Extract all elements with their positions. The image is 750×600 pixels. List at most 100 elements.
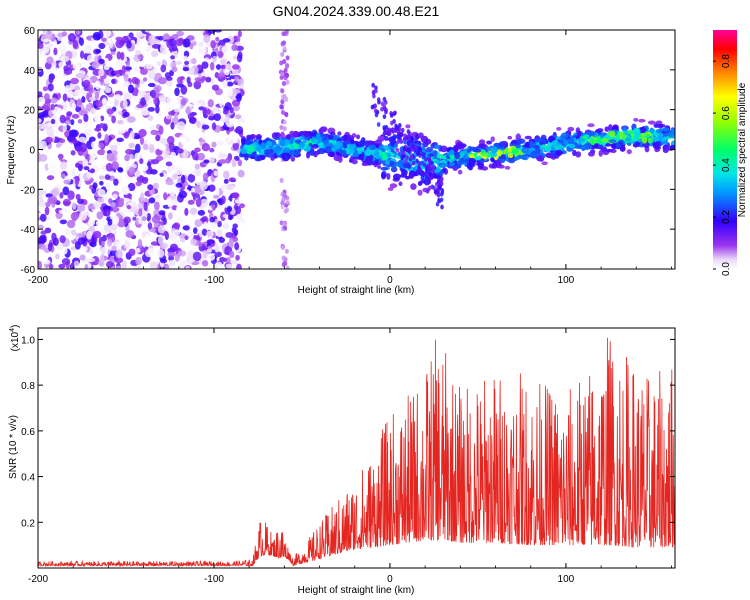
spectrogram-noise-cell bbox=[150, 129, 159, 136]
spectrogram-noise-cell bbox=[153, 221, 160, 228]
spectrogram-noise-cell bbox=[285, 79, 290, 85]
spectrogram-noise-cell bbox=[55, 253, 60, 260]
spectrogram-noise-cell bbox=[144, 30, 154, 33]
spectrogram-noise-cell bbox=[199, 180, 208, 190]
spectrogram-noise-cell bbox=[41, 34, 47, 40]
spectrogram-noise-cell bbox=[211, 204, 216, 210]
spectrogram-signal-cell bbox=[351, 159, 358, 165]
spectrogram-noise-cell bbox=[207, 99, 214, 108]
spectrogram-noise-cell bbox=[50, 209, 55, 215]
spectrogram-noise-cell bbox=[125, 148, 134, 155]
spectrogram-signal-cell bbox=[384, 135, 389, 141]
spectrogram-noise-cell bbox=[58, 263, 66, 269]
spectrogram-signal-cell bbox=[239, 148, 248, 154]
spectrogram-noise-cell bbox=[120, 51, 125, 61]
spectrogram-signal-cell bbox=[417, 165, 421, 170]
spectrogram-noise-cell bbox=[79, 254, 86, 261]
spectrogram-noise-cell bbox=[42, 86, 49, 92]
spectrogram-noise-cell bbox=[142, 111, 150, 116]
spectrogram-signal-cell bbox=[306, 145, 312, 152]
spectrogram-signal-cell bbox=[398, 123, 402, 128]
spectrogram-signal-cell bbox=[439, 191, 444, 197]
spectrogram-noise-cell bbox=[158, 94, 167, 102]
spectrogram-noise-cell bbox=[178, 190, 188, 199]
spectrogram-noise-cell bbox=[122, 99, 128, 109]
spectrogram-noise-cell bbox=[217, 204, 225, 210]
spectrogram-noise-cell bbox=[237, 159, 243, 167]
spectrogram-noise-cell bbox=[92, 182, 98, 189]
spectrogram-noise-cell bbox=[194, 163, 200, 170]
spectrogram-signal-cell bbox=[641, 136, 648, 144]
spectrogram-noise-cell bbox=[62, 124, 67, 133]
spectrogram-noise-cell bbox=[224, 102, 232, 111]
spectrogram-noise-cell bbox=[185, 106, 191, 115]
x-tick-label: -100 bbox=[204, 275, 224, 286]
spectrogram-signal-cell bbox=[402, 169, 408, 176]
spectrogram-noise-cell bbox=[151, 215, 161, 224]
spectrogram-noise-cell bbox=[224, 116, 230, 126]
spectrogram-noise-cell bbox=[83, 113, 89, 123]
spectrogram-signal-cell bbox=[376, 97, 381, 103]
spectrogram-noise-cell bbox=[69, 82, 76, 90]
spectrogram-noise-cell bbox=[175, 182, 183, 188]
spectrogram-noise-cell bbox=[94, 127, 102, 132]
spectrogram-noise-cell bbox=[201, 143, 211, 152]
spectrogram-noise-cell bbox=[176, 30, 185, 37]
spectrogram-noise-cell bbox=[123, 92, 132, 102]
spectrogram-noise-cell bbox=[165, 76, 173, 81]
spectrogram-noise-cell bbox=[70, 119, 75, 126]
spectrogram-noise-cell bbox=[42, 259, 51, 265]
spectrogram-noise-cell bbox=[56, 244, 65, 251]
spectrogram-signal-cell bbox=[532, 144, 540, 149]
spectrogram-signal-cell bbox=[507, 135, 513, 140]
spectrogram-noise-cell bbox=[171, 44, 178, 52]
spectrogram-signal-cell bbox=[435, 201, 440, 207]
spectrogram-noise-cell bbox=[156, 248, 165, 258]
spectrogram-noise-cell bbox=[180, 174, 186, 184]
spectrogram-signal-cell bbox=[434, 160, 441, 165]
spectrogram-noise-cell bbox=[226, 81, 234, 87]
spectrogram-noise-cell bbox=[134, 143, 141, 153]
spectrogram-signal-cell bbox=[474, 156, 482, 161]
spectrogram-signal-cell bbox=[356, 134, 361, 140]
spectrogram-signal-cell bbox=[449, 149, 455, 156]
spectrogram-noise-cell bbox=[222, 109, 229, 115]
spectrogram-noise-cell bbox=[110, 223, 118, 231]
spectrogram-noise-cell bbox=[148, 197, 156, 204]
spectrogram-noise-cell bbox=[183, 55, 188, 60]
spectrogram-noise-cell bbox=[149, 89, 157, 99]
spectrogram-noise-cell bbox=[158, 210, 166, 216]
spectrogram-noise-cell bbox=[92, 31, 101, 41]
spectrogram-noise-cell bbox=[39, 213, 47, 222]
colorbar-tick-label: 0.8 bbox=[721, 54, 732, 68]
spectrogram-noise-cell bbox=[232, 55, 238, 60]
spectrogram-noise-cell bbox=[146, 212, 151, 222]
spectrogram-noise-cell bbox=[153, 209, 159, 215]
spectrogram-noise-cell bbox=[104, 133, 109, 143]
spectrogram-noise-cell bbox=[170, 210, 180, 218]
spectrogram-noise-cell bbox=[47, 161, 57, 171]
spectrogram-noise-cell bbox=[86, 230, 93, 240]
spectrogram-noise-cell bbox=[59, 219, 68, 225]
spectrogram-noise-cell bbox=[179, 237, 186, 243]
spectrogram-noise-cell bbox=[215, 187, 220, 197]
spectrogram-noise-cell bbox=[126, 204, 131, 210]
spectrogram-noise-cell bbox=[218, 159, 227, 164]
spectrogram-noise-cell bbox=[221, 45, 230, 55]
spectrogram-signal-cell bbox=[279, 139, 286, 147]
spectrogram-noise-cell bbox=[88, 84, 94, 92]
spectrogram-signal-cell bbox=[454, 152, 461, 160]
spectrogram-noise-cell bbox=[122, 197, 131, 203]
spectrogram-noise-cell bbox=[231, 158, 237, 168]
spectrogram-signal-cell bbox=[241, 138, 246, 146]
colorbar-tick-label: 0.0 bbox=[721, 262, 732, 276]
spectrogram-noise-cell bbox=[128, 153, 134, 160]
spectrogram-noise-cell bbox=[196, 30, 202, 36]
spectrogram-noise-cell bbox=[162, 217, 167, 226]
spectrogram-noise-cell bbox=[279, 177, 284, 183]
spectrogram-noise-cell bbox=[137, 239, 143, 249]
spectrogram-noise-cell bbox=[208, 254, 216, 261]
spectrogram-noise-cell bbox=[158, 125, 164, 135]
spectrogram-noise-cell bbox=[88, 184, 94, 190]
spectrogram-noise-cell bbox=[228, 177, 236, 183]
